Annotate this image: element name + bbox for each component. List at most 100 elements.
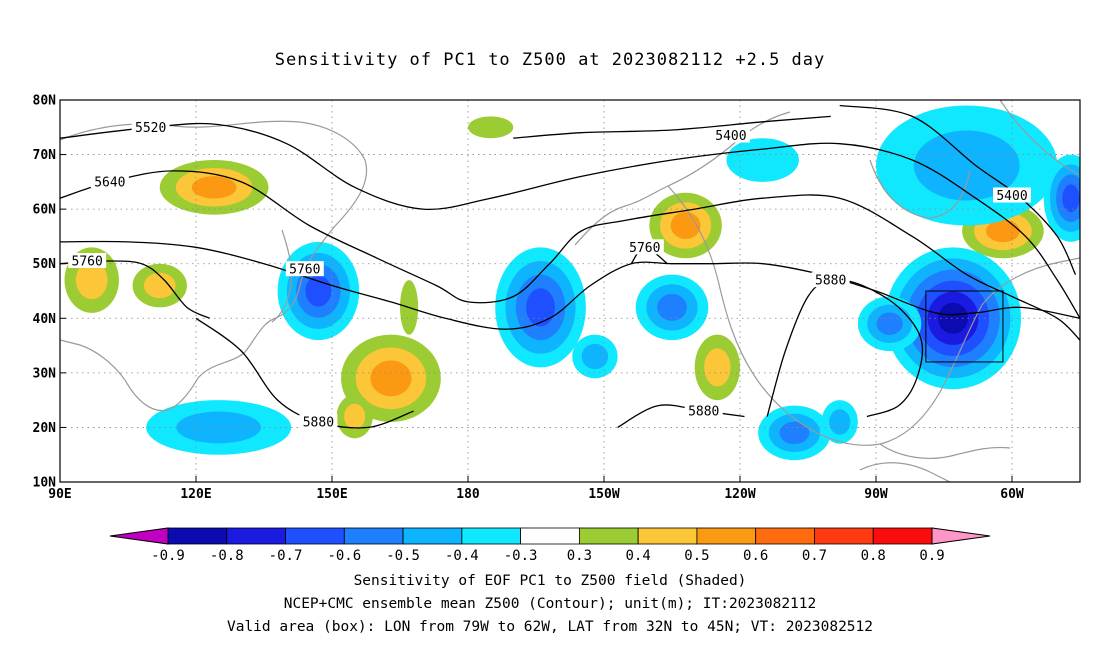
colorbar-label: -0.5	[386, 548, 420, 564]
contour-line: 5880	[766, 272, 924, 418]
contour-label: 5760	[72, 254, 103, 269]
colorbar-label: 0.8	[861, 548, 886, 564]
sensitivity-area	[468, 116, 514, 139]
contour-label: 5760	[289, 263, 320, 278]
map-axes: 90E 120E 150E 180 150W 120W 90W 60W 10N 20N 30N 40N…	[33, 94, 1024, 503]
sensitivity-level	[726, 138, 799, 182]
coastline-hudson-bay	[869, 159, 971, 219]
colorbar-arrow-low	[109, 527, 169, 545]
colorbar-swatch	[637, 527, 698, 545]
lat-tick-label: 10N	[33, 476, 57, 491]
lon-tick-label: 150E	[316, 487, 347, 502]
colorbar-swatch	[872, 527, 933, 545]
lon-tick-label: 90E	[48, 487, 71, 502]
colorbar-label: -0.3	[504, 548, 538, 564]
lat-tick-label: 30N	[33, 366, 57, 381]
contour-line: 5760	[60, 252, 210, 319]
sensitivity-area	[1043, 154, 1080, 242]
lon-tick-label: 60W	[1000, 487, 1024, 502]
colorbar-label: 0.6	[743, 548, 768, 564]
colorbar-label: -0.4	[445, 548, 479, 564]
contour-label: 5400	[715, 129, 746, 144]
contour-label: 5760	[629, 241, 660, 256]
contour-label-bg	[285, 261, 324, 277]
colorbar-arrow-high	[931, 527, 991, 545]
sensitivity-map: 5400 5400 5520 5640 5760 5760 5760 5880 5880 5880…	[33, 94, 1081, 503]
colorbar-swatch	[226, 527, 286, 545]
colorbar: -0.9 -0.8 -0.7 -0.6 -0.5 -0.4 -0.3 0.3 0.4 0.5 0.6…	[109, 527, 991, 564]
caption-shading: Sensitivity of EOF PC1 to Z500 field (Sh…	[353, 573, 747, 589]
contour-line: 5520	[60, 119, 1080, 319]
coastline-south-america	[859, 462, 951, 482]
coastline-north-america	[667, 185, 1080, 446]
lat-tick-label: 80N	[33, 94, 57, 109]
colorbar-label: 0.4	[626, 548, 651, 564]
sensitivity-level	[176, 411, 261, 444]
sensitivity-level	[191, 176, 237, 199]
map-title: Sensitivity of PC1 to Z500 at 2023082112…	[274, 50, 826, 70]
sensitivity-level	[913, 130, 1020, 201]
colorbar-label: -0.8	[210, 548, 244, 564]
lat-tick-label: 40N	[33, 312, 57, 327]
sensitivity-area	[694, 334, 740, 401]
sensitivity-area	[821, 400, 858, 444]
colorbar-swatch	[520, 527, 580, 545]
contour-line: 5880	[617, 403, 745, 428]
sensitivity-area	[132, 263, 187, 308]
sensitivity-level	[344, 403, 366, 430]
colorbar-swatch	[402, 527, 463, 545]
contour-label-bg	[299, 413, 338, 429]
contour-line: 5400	[513, 115, 831, 144]
colorbar-label: 0.5	[684, 548, 709, 564]
colorbar-swatch	[461, 527, 522, 545]
contour-line: 5640	[60, 170, 1080, 341]
sensitivity-level	[1062, 184, 1080, 213]
sensitivity-level	[657, 293, 687, 321]
contour-label: 5400	[996, 189, 1027, 204]
lat-tick-label: 20N	[33, 421, 57, 436]
sensitivity-level	[75, 260, 108, 300]
colorbar-label: 0.9	[919, 548, 944, 564]
contour-label-bg	[625, 239, 664, 255]
contour-line: 5400	[839, 104, 1077, 275]
contour-label: 5520	[135, 121, 166, 136]
sensitivity-level	[526, 288, 555, 327]
sensitivity-level	[829, 409, 851, 435]
coastline-greenland	[999, 100, 1080, 176]
sensitivity-level	[468, 116, 514, 139]
lat-tick-label: 70N	[33, 148, 57, 163]
contour-label: 5640	[94, 175, 125, 190]
sensitivity-level	[704, 348, 731, 387]
coastlines	[60, 100, 1080, 482]
valid-area-box	[925, 290, 1004, 363]
lat-tick-label: 50N	[33, 257, 57, 272]
coastline-caribbean	[879, 443, 1011, 459]
z500-contours: 5400 5400 5520 5640 5760 5760 5760 5880 5880 5880	[60, 104, 1080, 430]
colorbar-swatch	[343, 527, 404, 545]
colorbar-label: 0.3	[567, 548, 592, 564]
sensitivity-area	[885, 247, 1022, 390]
lat-tick-label: 60N	[33, 203, 57, 218]
lon-tick-label: 120E	[180, 487, 211, 502]
sensitivity-area	[159, 160, 269, 215]
colorbar-swatch	[696, 527, 757, 545]
caption-valid-area: Valid area (box): LON from 79W to 62W, L…	[226, 619, 873, 635]
colorbar-label: -0.9	[151, 548, 185, 564]
contour-label-bg	[711, 127, 750, 143]
contour-label-bg	[811, 272, 850, 288]
sensitivity-area	[726, 138, 799, 182]
sensitivity-level	[143, 272, 176, 299]
contour-line: 5760	[625, 239, 668, 265]
lon-tick-label: 90W	[864, 487, 888, 502]
colorbar-swatch	[167, 527, 228, 545]
sensitivity-level	[581, 343, 609, 370]
sensitivity-area	[495, 247, 586, 368]
colorbar-swatch	[755, 527, 815, 545]
contour-label: 5880	[815, 274, 846, 289]
sensitivity-area	[572, 334, 618, 379]
contour-label-bg	[68, 252, 107, 268]
contour-label-bg	[993, 187, 1031, 203]
colorbar-swatch	[814, 527, 874, 545]
sensitivity-level	[370, 360, 412, 397]
sensitivity-area	[857, 296, 922, 352]
